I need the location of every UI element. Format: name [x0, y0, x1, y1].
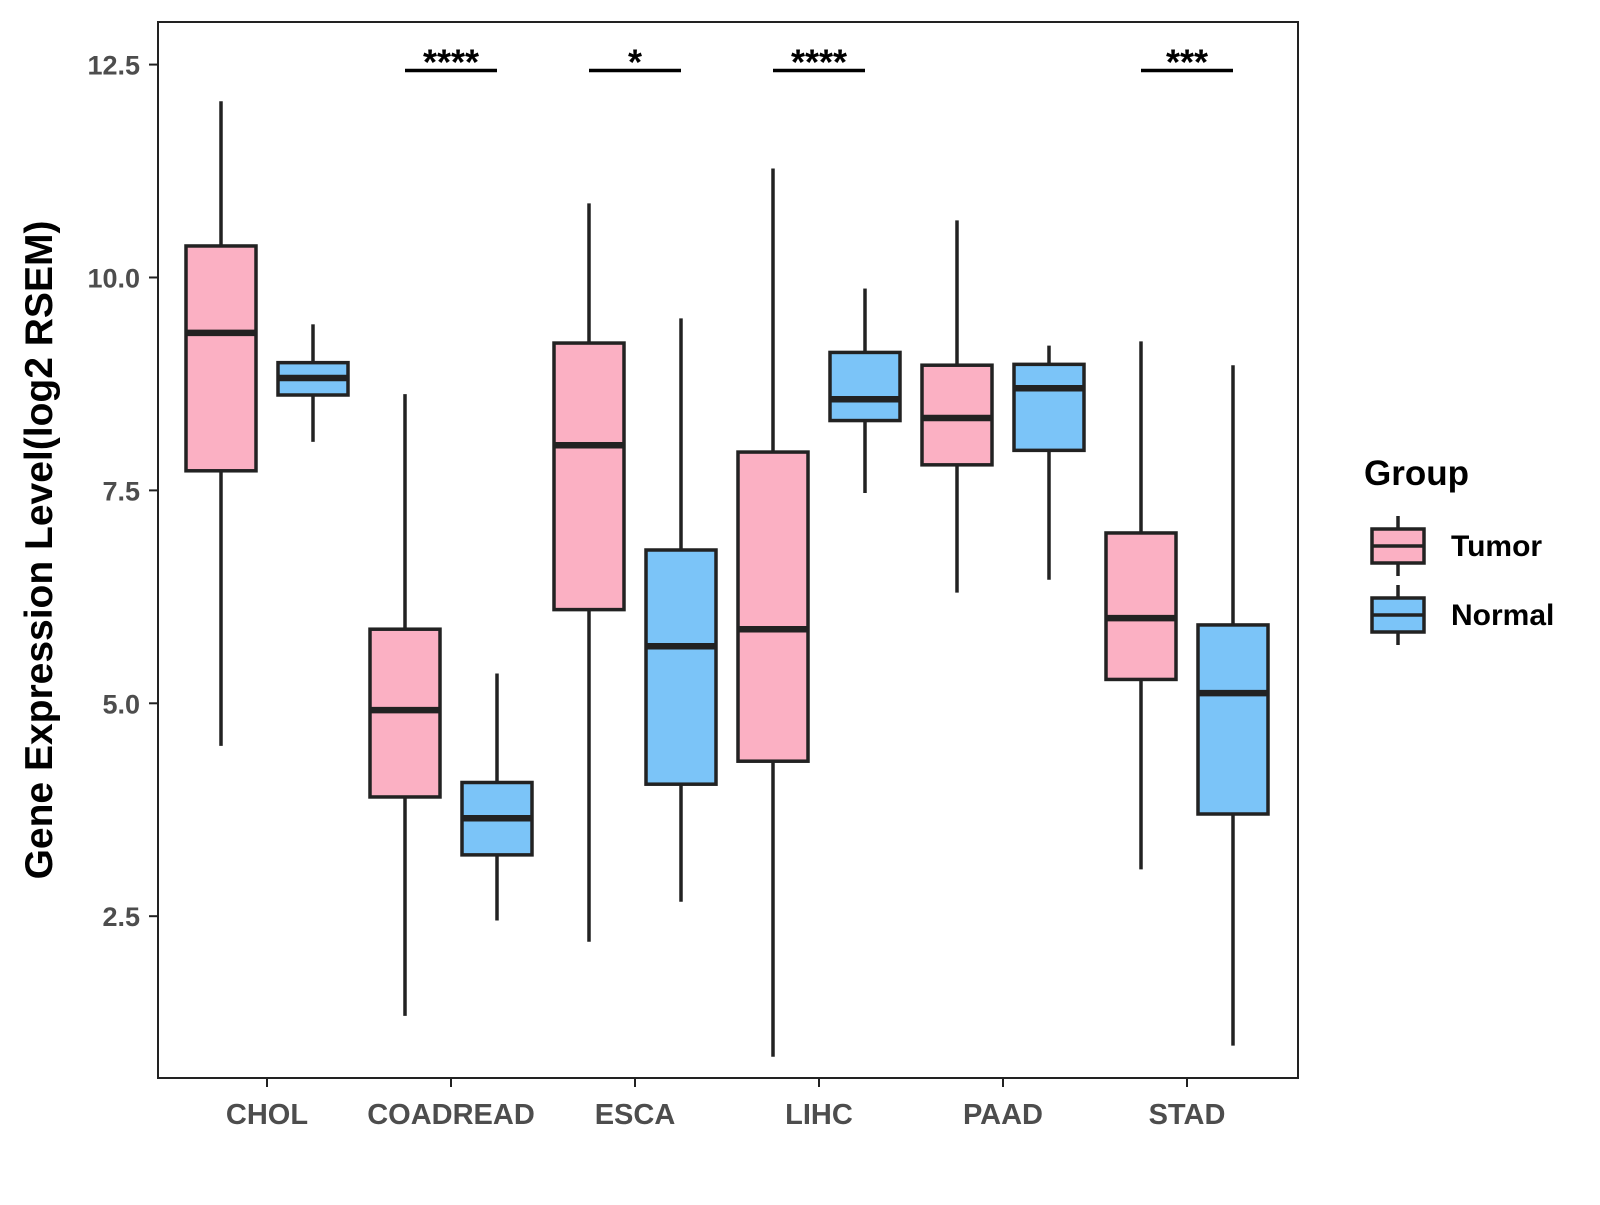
legend: Group Tumor Normal — [1364, 454, 1554, 645]
boxes-layer — [184, 101, 1270, 1057]
y-axis-label: Gene Expression Level(log2 RSEM) — [18, 221, 61, 880]
box-normal-paad — [1012, 362, 1086, 453]
significance-layer: **** * **** *** — [405, 42, 1233, 83]
y-tick-label: 10.0 — [87, 263, 140, 293]
x-tick-label-esca: ESCA — [595, 1099, 676, 1131]
legend-title: Group — [1364, 454, 1469, 493]
box-tumor-stad — [1104, 531, 1178, 682]
y-tick-label: 5.0 — [102, 689, 140, 719]
box-normal-stad — [1196, 623, 1270, 816]
plot-panel-border — [157, 21, 1299, 1079]
axes-layer: 2.5 5.0 7.5 10.0 12.5 CHOL COADREAD ESCA LIHC PAA… — [87, 51, 1225, 1131]
significance-label: * — [628, 42, 642, 83]
x-tick-label-stad: STAD — [1149, 1099, 1226, 1131]
box-normal-lihc — [828, 350, 902, 423]
significance-label: **** — [791, 42, 847, 83]
box-tumor-esca — [552, 341, 626, 612]
significance-label: *** — [1166, 42, 1208, 83]
box-tumor-chol — [184, 244, 258, 473]
y-tick-label: 7.5 — [102, 476, 140, 506]
box-tumor-lihc — [736, 450, 810, 763]
x-tick-label-lihc: LIHC — [785, 1099, 853, 1131]
box-normal-esca — [644, 548, 718, 786]
x-tick-label-chol: CHOL — [226, 1099, 308, 1131]
x-tick-label-coadread: COADREAD — [367, 1099, 535, 1131]
y-tick-label: 12.5 — [87, 51, 140, 81]
legend-label-normal: Normal — [1451, 599, 1554, 632]
legend-label-tumor: Tumor — [1451, 530, 1542, 563]
x-tick-label-paad: PAAD — [963, 1099, 1043, 1131]
significance-label: **** — [423, 42, 479, 83]
y-tick-label: 2.5 — [102, 902, 140, 932]
